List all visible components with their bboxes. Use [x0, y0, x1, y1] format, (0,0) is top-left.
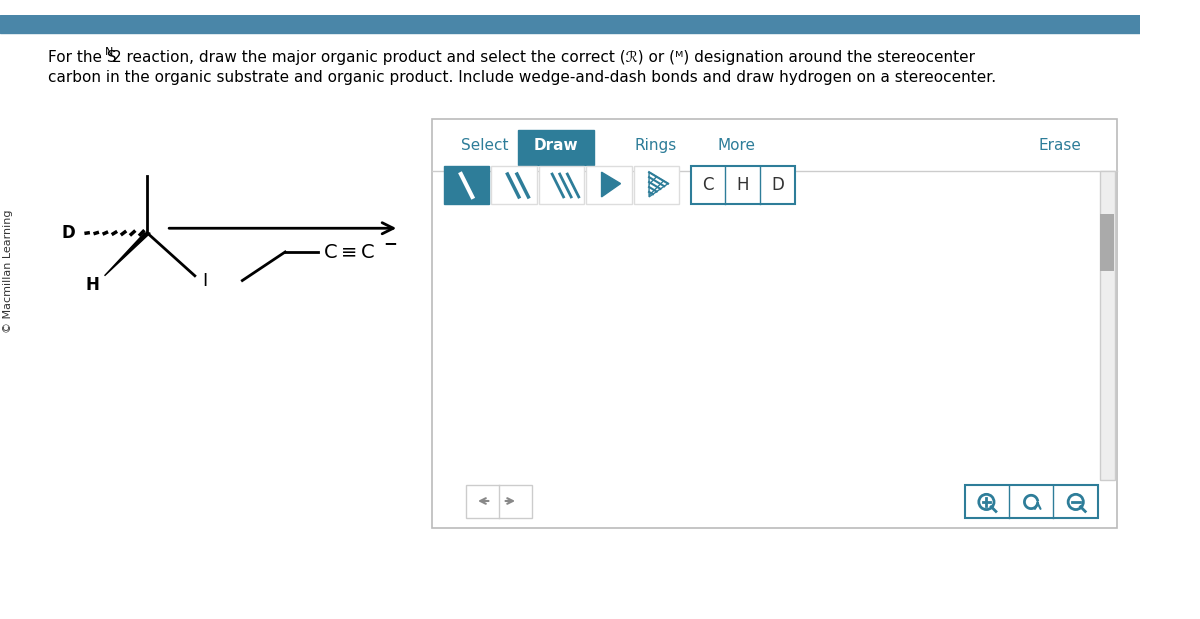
Bar: [634, 167, 679, 204]
Text: Erase: Erase: [1038, 138, 1081, 153]
Bar: [1100, 214, 1114, 271]
Text: H: H: [85, 276, 100, 294]
Bar: [691, 167, 796, 204]
Text: Select: Select: [461, 138, 509, 153]
Text: N: N: [104, 47, 113, 57]
Text: C: C: [702, 176, 714, 194]
Bar: [0, 15, 1140, 33]
Bar: [965, 485, 1098, 518]
Text: I: I: [203, 272, 208, 290]
Text: For the S: For the S: [48, 50, 116, 65]
Bar: [444, 167, 490, 204]
Text: Rings: Rings: [635, 138, 677, 153]
Bar: [539, 167, 584, 204]
Bar: [518, 131, 594, 165]
Text: H: H: [736, 176, 749, 194]
Text: Draw: Draw: [534, 138, 578, 153]
Bar: [1099, 171, 1115, 480]
Text: 2 reaction, draw the major organic product and select the correct (ℛ) or (ᴹ) des: 2 reaction, draw the major organic produ…: [112, 50, 976, 65]
Bar: [491, 167, 536, 204]
Text: More: More: [718, 138, 756, 153]
FancyBboxPatch shape: [432, 119, 1117, 527]
Text: $\mathrm{C{\equiv}C}$: $\mathrm{C{\equiv}C}$: [323, 243, 376, 261]
Polygon shape: [601, 172, 620, 197]
Text: © Macmillan Learning: © Macmillan Learning: [2, 209, 13, 333]
Text: carbon in the organic substrate and organic product. Include wedge-and-dash bond: carbon in the organic substrate and orga…: [48, 70, 996, 85]
Text: D: D: [61, 224, 76, 242]
Bar: [587, 167, 632, 204]
Text: D: D: [772, 176, 785, 194]
Bar: [466, 485, 532, 518]
Text: $\mathbf{-}$: $\mathbf{-}$: [383, 233, 397, 251]
Polygon shape: [104, 233, 150, 275]
